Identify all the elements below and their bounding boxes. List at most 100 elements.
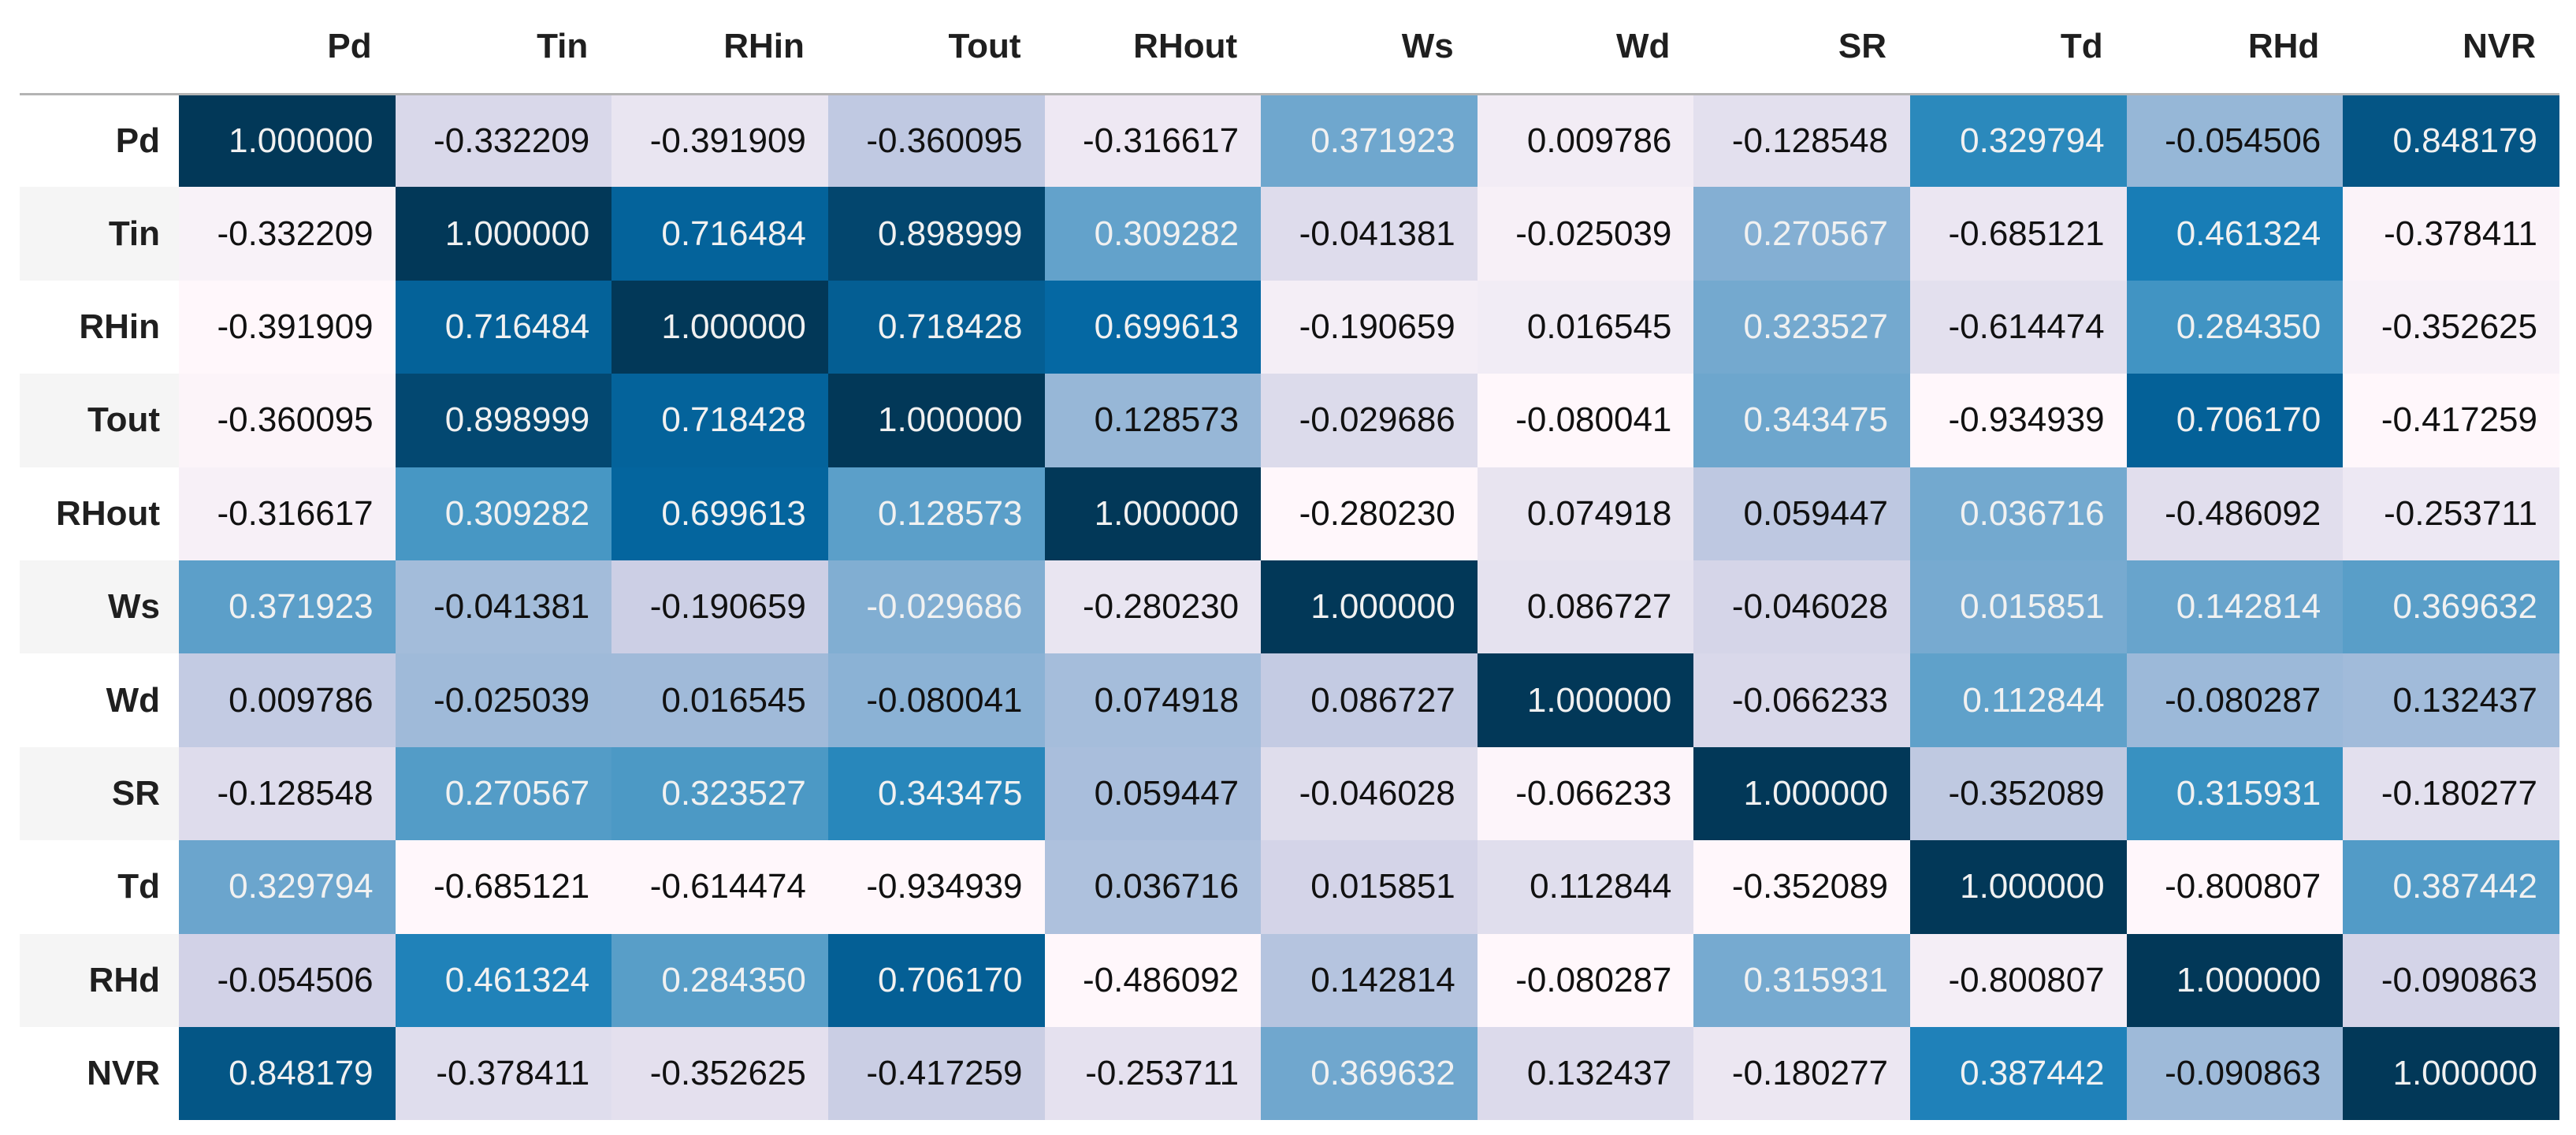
matrix-row-RHin: RHin -0.391909 0.716484 1.000000 0.718428 0.6… <box>20 280 2559 374</box>
cell-RHout-Wd: 0.074918 <box>1477 467 1694 560</box>
column-header-Tout: Tout <box>827 0 1045 95</box>
cell-Td-Tin: -0.685121 <box>395 840 612 934</box>
row-label-Ws: Ws <box>20 560 180 654</box>
row-label-Td: Td <box>20 840 180 934</box>
cell-RHin-Ws: -0.190659 <box>1261 280 1478 374</box>
cell-Pd-RHin: -0.391909 <box>611 94 828 188</box>
cell-Pd-Tout: -0.360095 <box>827 94 1045 188</box>
cell-Td-Ws: 0.015851 <box>1261 840 1478 934</box>
cell-RHin-Tin: 0.716484 <box>395 280 612 374</box>
cell-Wd-Wd: 1.000000 <box>1477 653 1694 747</box>
correlation-matrix-table: Pd Tin RHin Tout RHout Ws Wd SR Td RHd NVR Pd 1.000… <box>20 0 2559 1121</box>
cell-RHd-RHout: -0.486092 <box>1044 933 1262 1027</box>
column-header-Wd: Wd <box>1477 0 1694 95</box>
cell-Wd-RHout: 0.074918 <box>1044 653 1262 747</box>
cell-RHin-RHin: 1.000000 <box>611 280 828 374</box>
column-header-Pd: Pd <box>179 0 396 95</box>
matrix-row-RHout: RHout -0.316617 0.309282 0.699613 0.128573 1.… <box>20 467 2559 560</box>
cell-SR-RHd: 0.315931 <box>2126 746 2344 841</box>
cell-SR-NVR: -0.180277 <box>2343 746 2559 841</box>
cell-Ws-NVR: 0.369632 <box>2343 560 2559 654</box>
cell-Wd-SR: -0.066233 <box>1693 653 1911 747</box>
cell-NVR-NVR: 1.000000 <box>2343 1026 2559 1121</box>
cell-RHout-Td: 0.036716 <box>1910 467 2127 560</box>
cell-NVR-Tout: -0.417259 <box>827 1026 1045 1121</box>
cell-Td-Td: 1.000000 <box>1910 840 2127 934</box>
matrix-row-Tout: Tout -0.360095 0.898999 0.718428 1.000000 0.1… <box>20 374 2559 467</box>
cell-SR-RHin: 0.323527 <box>611 746 828 841</box>
cell-SR-Wd: -0.066233 <box>1477 746 1694 841</box>
cell-Tout-SR: 0.343475 <box>1693 374 1911 467</box>
cell-RHin-RHd: 0.284350 <box>2126 280 2344 374</box>
column-header-Ws: Ws <box>1261 0 1478 95</box>
cell-Wd-RHd: -0.080287 <box>2126 653 2344 747</box>
column-header-NVR: NVR <box>2343 0 2559 95</box>
row-label-Tout: Tout <box>20 374 180 467</box>
cell-NVR-Tin: -0.378411 <box>395 1026 612 1121</box>
cell-Pd-Td: 0.329794 <box>1910 94 2127 188</box>
cell-NVR-Td: 0.387442 <box>1910 1026 2127 1121</box>
cell-Pd-RHd: -0.054506 <box>2126 94 2344 188</box>
cell-Ws-Wd: 0.086727 <box>1477 560 1694 654</box>
header-row: Pd Tin RHin Tout RHout Ws Wd SR Td RHd NVR <box>20 0 2559 95</box>
cell-Td-Wd: 0.112844 <box>1477 840 1694 934</box>
cell-Td-SR: -0.352089 <box>1693 840 1911 934</box>
matrix-header: Pd Tin RHin Tout RHout Ws Wd SR Td RHd NVR <box>20 0 2559 95</box>
matrix-row-Tin: Tin -0.332209 1.000000 0.716484 0.898999 0.30… <box>20 187 2559 281</box>
cell-Td-RHd: -0.800807 <box>2126 840 2344 934</box>
cell-RHd-SR: 0.315931 <box>1693 933 1911 1027</box>
cell-Wd-RHin: 0.016545 <box>611 653 828 747</box>
matrix-row-NVR: NVR 0.848179 -0.378411 -0.352625 -0.417259 -0… <box>20 1026 2559 1121</box>
cell-Tout-RHout: 0.128573 <box>1044 374 1262 467</box>
cell-RHin-Td: -0.614474 <box>1910 280 2127 374</box>
cell-Ws-Tout: -0.029686 <box>827 560 1045 654</box>
cell-RHd-NVR: -0.090863 <box>2343 933 2559 1027</box>
cell-SR-SR: 1.000000 <box>1693 746 1911 841</box>
cell-Wd-Tin: -0.025039 <box>395 653 612 747</box>
column-header-SR: SR <box>1693 0 1911 95</box>
cell-Ws-RHin: -0.190659 <box>611 560 828 654</box>
cell-Ws-Pd: 0.371923 <box>179 560 396 654</box>
cell-Pd-SR: -0.128548 <box>1693 94 1911 188</box>
cell-Wd-Ws: 0.086727 <box>1261 653 1478 747</box>
cell-Td-Tout: -0.934939 <box>827 840 1045 934</box>
cell-Td-RHout: 0.036716 <box>1044 840 1262 934</box>
matrix-body: Pd 1.000000 -0.332209 -0.391909 -0.360095 -0.… <box>20 94 2559 1121</box>
cell-SR-Pd: -0.128548 <box>179 746 396 841</box>
cell-Td-Pd: 0.329794 <box>179 840 396 934</box>
cell-RHin-NVR: -0.352625 <box>2343 280 2559 374</box>
cell-Tin-Tout: 0.898999 <box>827 187 1045 281</box>
cell-Ws-SR: -0.046028 <box>1693 560 1911 654</box>
correlation-heatmap: Pd Tin RHin Tout RHout Ws Wd SR Td RHd NVR Pd 1.000… <box>20 0 2559 1121</box>
matrix-row-Pd: Pd 1.000000 -0.332209 -0.391909 -0.360095 -0.… <box>20 94 2559 188</box>
cell-NVR-RHin: -0.352625 <box>611 1026 828 1121</box>
cell-Tin-Tin: 1.000000 <box>395 187 612 281</box>
cell-Pd-RHout: -0.316617 <box>1044 94 1262 188</box>
cell-RHout-SR: 0.059447 <box>1693 467 1911 560</box>
cell-Tin-Pd: -0.332209 <box>179 187 396 281</box>
cell-Tin-SR: 0.270567 <box>1693 187 1911 281</box>
cell-RHin-Pd: -0.391909 <box>179 280 396 374</box>
cell-Ws-Td: 0.015851 <box>1910 560 2127 654</box>
cell-Tout-Tin: 0.898999 <box>395 374 612 467</box>
cell-Tin-Ws: -0.041381 <box>1261 187 1478 281</box>
cell-Pd-Pd: 1.000000 <box>179 94 396 188</box>
column-header-RHin: RHin <box>611 0 828 95</box>
cell-Tin-NVR: -0.378411 <box>2343 187 2559 281</box>
matrix-row-SR: SR -0.128548 0.270567 0.323527 0.343475 0.059… <box>20 746 2559 841</box>
cell-Tin-Wd: -0.025039 <box>1477 187 1694 281</box>
cell-SR-Ws: -0.046028 <box>1261 746 1478 841</box>
cell-Tout-NVR: -0.417259 <box>2343 374 2559 467</box>
cell-Ws-RHd: 0.142814 <box>2126 560 2344 654</box>
cell-SR-Td: -0.352089 <box>1910 746 2127 841</box>
cell-RHd-RHd: 1.000000 <box>2126 933 2344 1027</box>
cell-RHout-RHd: -0.486092 <box>2126 467 2344 560</box>
cell-Tin-Td: -0.685121 <box>1910 187 2127 281</box>
column-header-RHout: RHout <box>1044 0 1262 95</box>
cell-Tin-RHd: 0.461324 <box>2126 187 2344 281</box>
cell-RHout-Tin: 0.309282 <box>395 467 612 560</box>
cell-RHd-Td: -0.800807 <box>1910 933 2127 1027</box>
cell-NVR-RHout: -0.253711 <box>1044 1026 1262 1121</box>
cell-RHout-RHout: 1.000000 <box>1044 467 1262 560</box>
cell-RHd-Tout: 0.706170 <box>827 933 1045 1027</box>
